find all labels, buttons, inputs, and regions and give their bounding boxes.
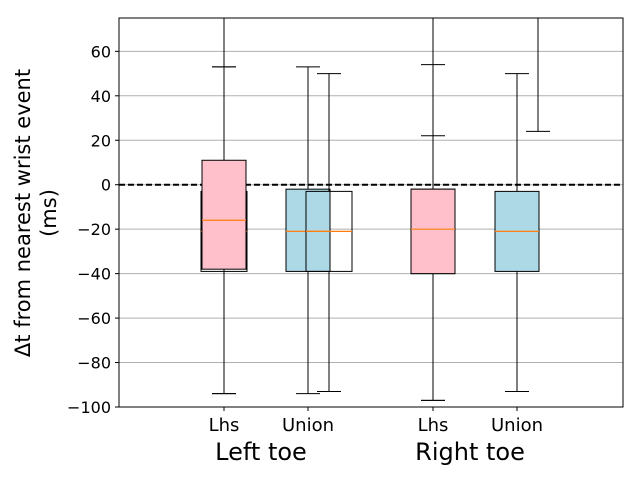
- box-left-lhs: [201, 18, 247, 395]
- y-tick-label: 40: [91, 87, 111, 106]
- box-right-union: [494, 73, 540, 392]
- box-left-union: [285, 66, 331, 395]
- box-series: [200, 18, 550, 401]
- iqr-box: [285, 188, 331, 272]
- y-axis-label-line-2: (ms): [37, 189, 61, 237]
- y-tick-label: −20: [77, 220, 111, 239]
- box-right-lhs: [410, 18, 456, 401]
- y-tick-label: 60: [91, 42, 111, 61]
- y-tick-label: −80: [77, 354, 111, 373]
- y-tick-label: −60: [77, 309, 111, 328]
- y-axis-label-line-1: Δt from nearest wrist event: [11, 69, 35, 357]
- group-label-right-toe: Right toe: [415, 438, 525, 466]
- x-tick-label: Union: [282, 415, 334, 436]
- y-tick-label: −40: [77, 265, 111, 284]
- iqr-box: [410, 188, 456, 275]
- box-left-union-outline: [305, 73, 353, 392]
- y-tick-label: 0: [101, 176, 111, 195]
- plot-frame: [118, 17, 624, 408]
- x-axis-ticks: Lhs Union Lhs Union: [209, 407, 543, 436]
- iqr-box: [201, 159, 247, 270]
- y-tick-label: −100: [67, 398, 111, 417]
- y-axis-ticks: −100 −80 −60 −40 −20 0 20 40 60: [67, 42, 119, 417]
- group-label-left-toe: Left toe: [215, 438, 307, 466]
- box-right-union-outline: [526, 18, 550, 132]
- y-axis-label: Δt from nearest wrist event (ms): [11, 69, 61, 357]
- x-tick-label: Lhs: [418, 415, 449, 436]
- x-tick-label: Lhs: [209, 415, 240, 436]
- x-tick-label: Union: [491, 415, 543, 436]
- y-tick-label: 20: [91, 131, 111, 150]
